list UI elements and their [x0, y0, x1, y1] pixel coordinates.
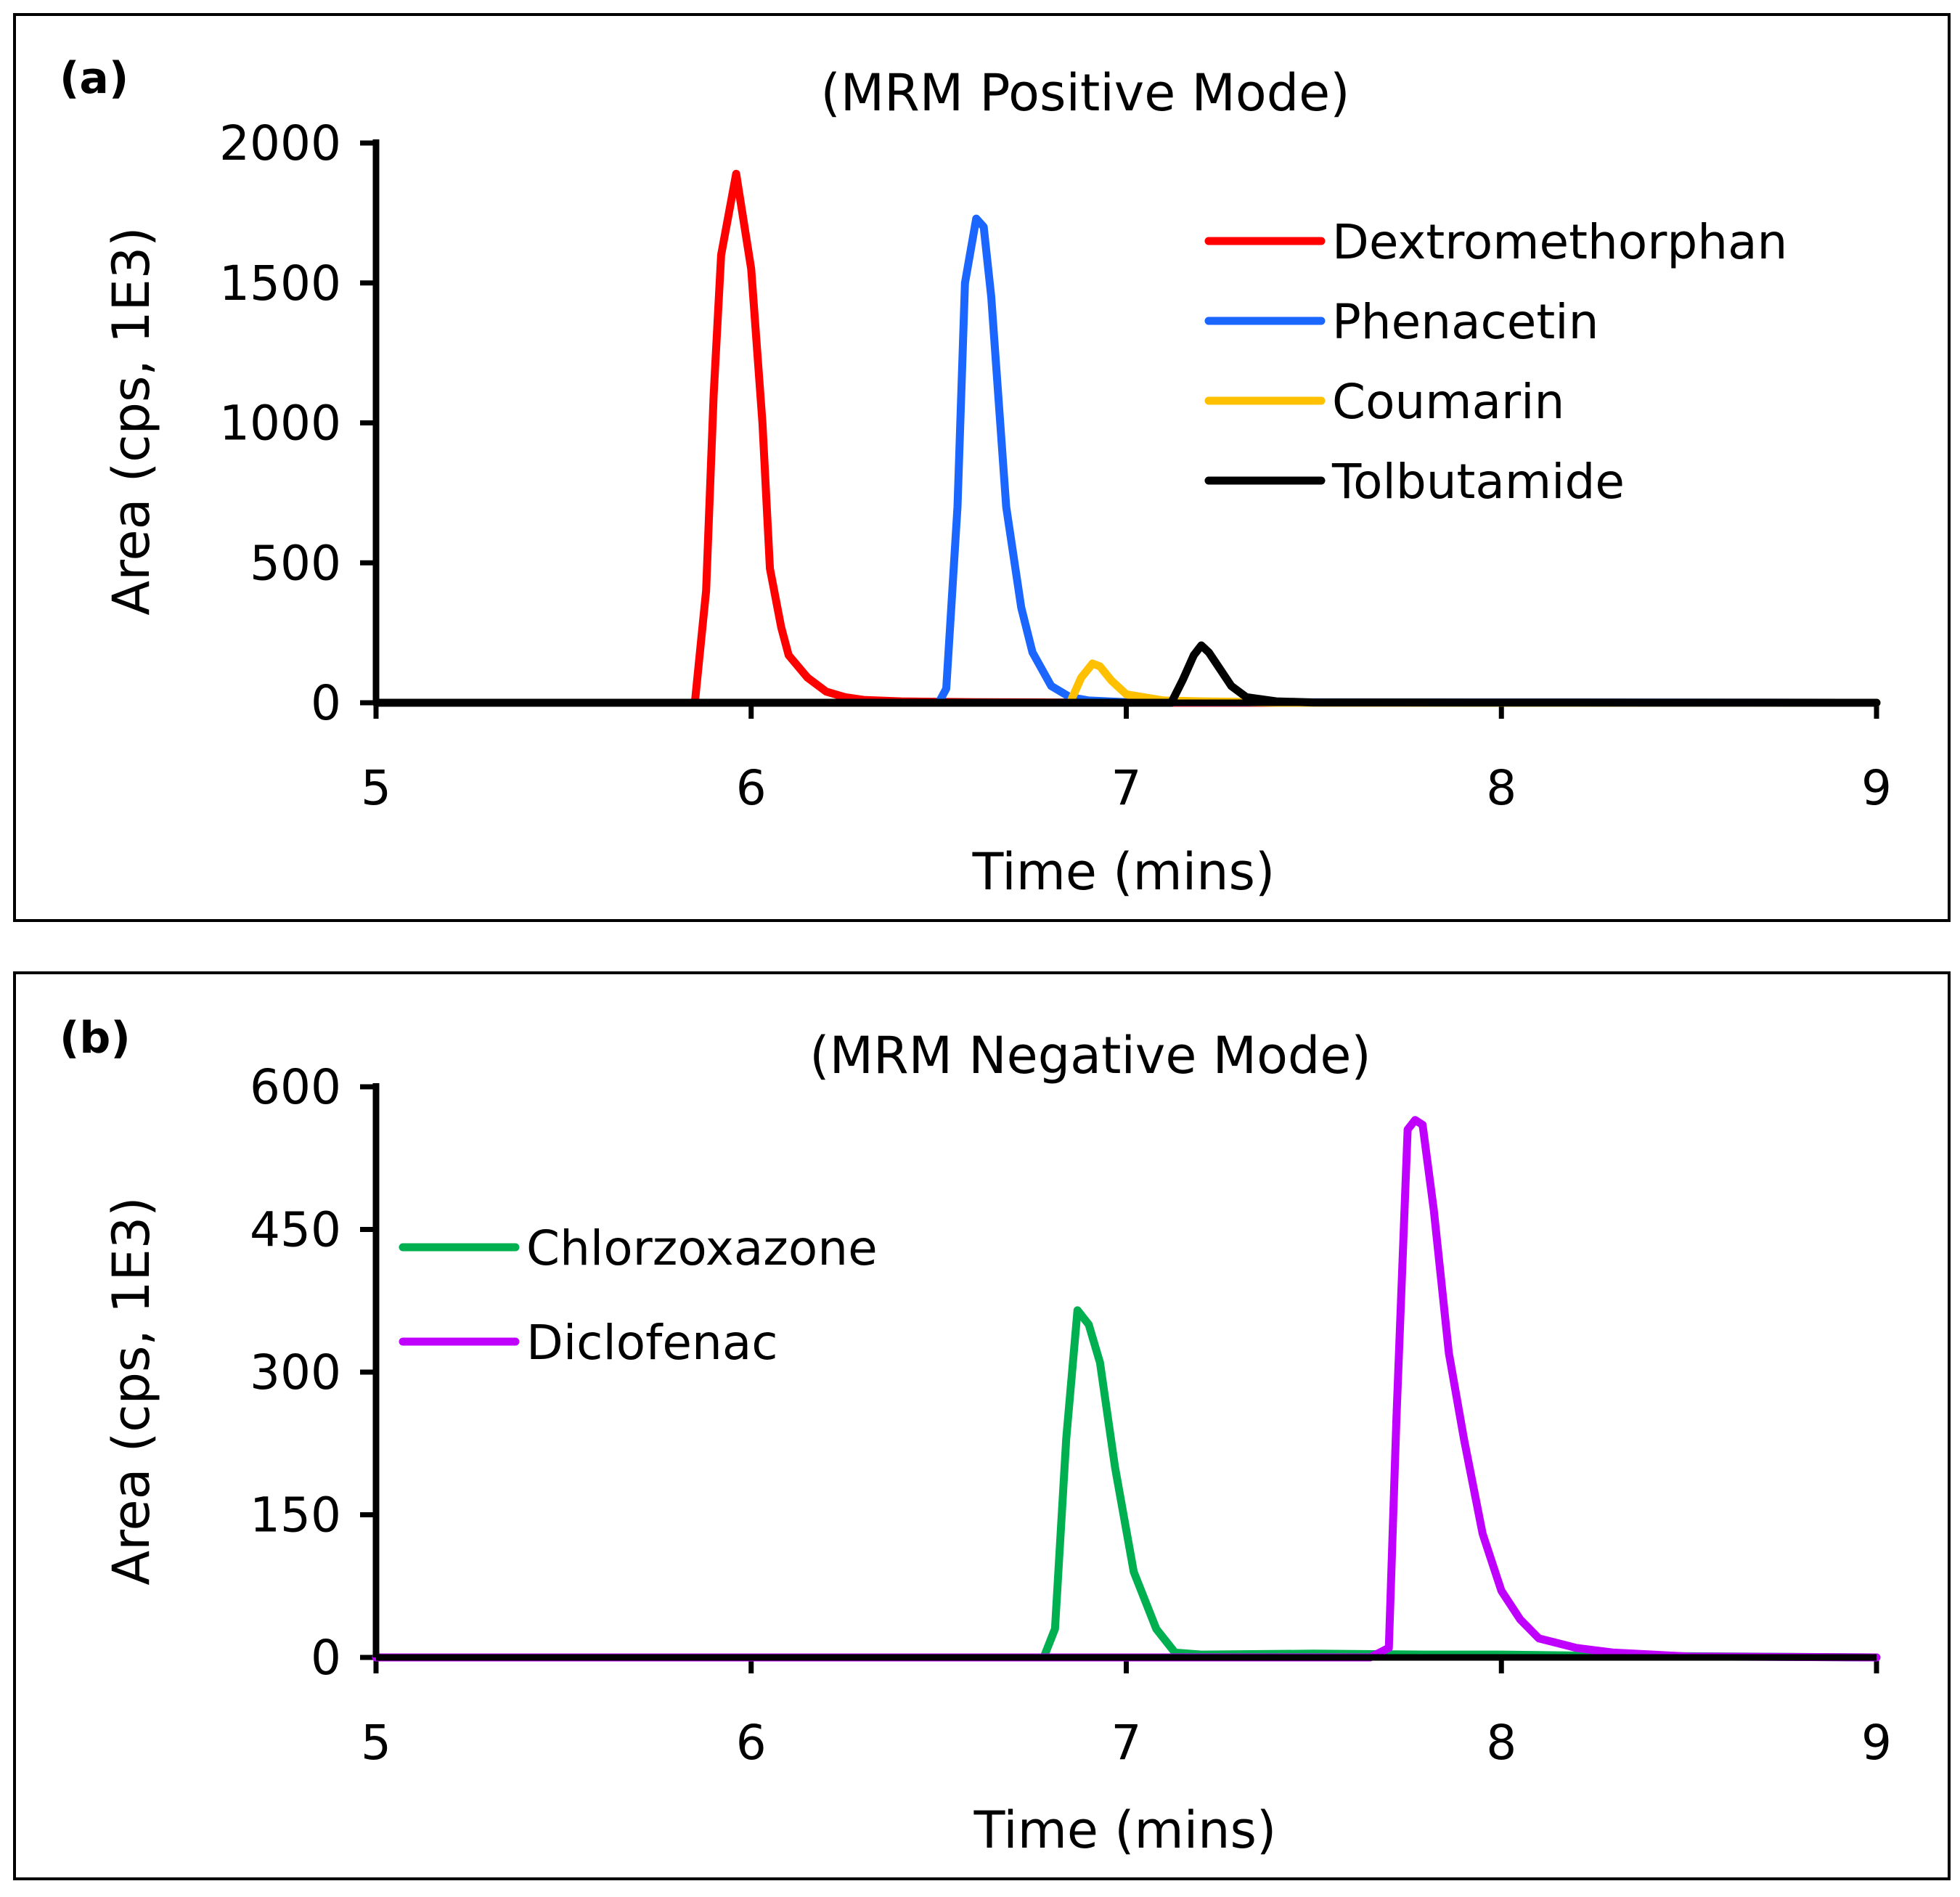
y-tick-label: 150	[250, 1488, 341, 1543]
legend-label: Dextromethorphan	[1332, 214, 1787, 270]
x-tick-label: 8	[1486, 1715, 1516, 1771]
panel-frame	[13, 971, 1951, 1880]
x-tick-label: 6	[736, 760, 767, 816]
y-tick-label: 1000	[219, 396, 341, 452]
panel-b: (b) (MRM Negative Mode) Area (cps, 1E3) …	[13, 971, 1951, 1880]
panel-label: (a)	[60, 53, 128, 104]
x-tick-label: 5	[361, 1715, 391, 1771]
x-tick-label: 5	[361, 760, 391, 816]
x-axis-title: Time (mins)	[972, 842, 1275, 902]
axes	[372, 1083, 1877, 1661]
x-tick-label: 9	[1861, 760, 1892, 816]
legend-label: Coumarin	[1332, 374, 1564, 430]
panel-label: (b)	[60, 1013, 131, 1064]
y-tick-label: 500	[250, 535, 341, 591]
series-line-diclofenac	[372, 1116, 1881, 1662]
y-tick-label: 2000	[219, 115, 341, 171]
legend: Chlorzoxazone Diclofenac	[399, 1220, 878, 1371]
panel-a: (a) (MRM Positive Mode) Area (cps, 1E3) …	[13, 13, 1951, 922]
x-tick-label: 7	[1111, 760, 1142, 816]
legend-label: Phenacetin	[1332, 294, 1598, 350]
y-axis-title: Area (cps, 1E3)	[102, 227, 161, 615]
y-tick-label: 0	[311, 1630, 341, 1686]
legend-label: Diclofenac	[526, 1315, 778, 1371]
legend-label: Tolbutamide	[1331, 454, 1625, 510]
axis-ticks: 0 500 1000 1500 2000 5 6 7 8 9	[219, 115, 1892, 816]
chart-title: (MRM Negative Mode)	[809, 1026, 1371, 1085]
legend-label: Chlorzoxazone	[526, 1220, 878, 1276]
y-tick-label: 600	[250, 1059, 341, 1115]
legend: Dextromethorphan Phenacetin Coumarin Tolbut…	[1204, 214, 1787, 510]
x-tick-label: 9	[1861, 1715, 1892, 1771]
y-tick-label: 1500	[219, 256, 341, 311]
y-tick-label: 0	[311, 675, 341, 731]
x-tick-label: 6	[736, 1715, 767, 1771]
x-tick-label: 7	[1111, 1715, 1142, 1771]
axes	[372, 139, 1877, 706]
x-axis-title: Time (mins)	[973, 1800, 1277, 1860]
y-tick-label: 450	[250, 1202, 341, 1258]
y-axis-title: Area (cps, 1E3)	[102, 1196, 161, 1585]
x-tick-label: 8	[1486, 760, 1516, 816]
y-tick-label: 300	[250, 1345, 341, 1400]
chart-title: (MRM Positive Mode)	[820, 63, 1349, 123]
panel-frame	[13, 13, 1951, 922]
